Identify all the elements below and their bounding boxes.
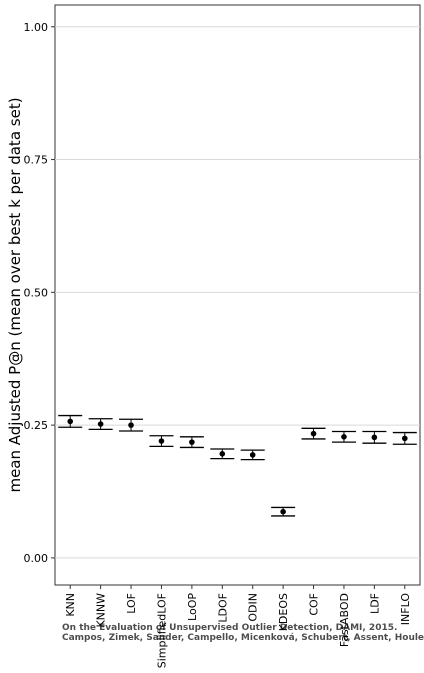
y-tick-label: 0.75 — [24, 154, 49, 167]
point — [219, 451, 226, 457]
point — [97, 421, 104, 427]
point — [280, 508, 286, 515]
point — [189, 439, 195, 445]
x-tick-label: LDOF — [216, 593, 229, 623]
x-tick-label: SimplifiedLOF — [155, 593, 168, 668]
point — [401, 435, 408, 442]
x-tick-label: LDF — [368, 593, 381, 614]
point — [128, 422, 134, 428]
x-tick-label: KDEOS — [277, 593, 290, 631]
point — [310, 430, 317, 437]
point — [371, 434, 378, 441]
point — [341, 434, 347, 440]
point — [249, 452, 256, 458]
y-tick-label: 0.50 — [24, 286, 49, 299]
x-tick-label: LoOP — [186, 593, 199, 621]
watermark: Campos, Zimek, Sander, Campello, Micenko… — [62, 633, 424, 643]
x-tick-label: ODIN — [247, 593, 260, 622]
y-axis-label: mean Adjusted P@n (mean over best k per … — [6, 97, 24, 492]
y-tick-label: 1.00 — [24, 21, 49, 34]
y-tick-label: 0.00 — [24, 552, 49, 565]
x-tick-label: FastABOD — [338, 593, 351, 647]
plot-panel — [54, 4, 421, 586]
x-tick-label: KNNW — [95, 593, 108, 628]
point — [158, 438, 165, 444]
x-tick-label: LOF — [125, 593, 138, 614]
x-tick-label: INFLO — [399, 593, 412, 626]
point — [67, 418, 74, 425]
y-tick-label: 0.25 — [24, 419, 49, 432]
x-tick-label: COF — [308, 593, 321, 616]
x-tick-label: KNN — [64, 593, 77, 617]
watermark: On the Evaluation of Unsupervised Outlie… — [62, 623, 397, 633]
